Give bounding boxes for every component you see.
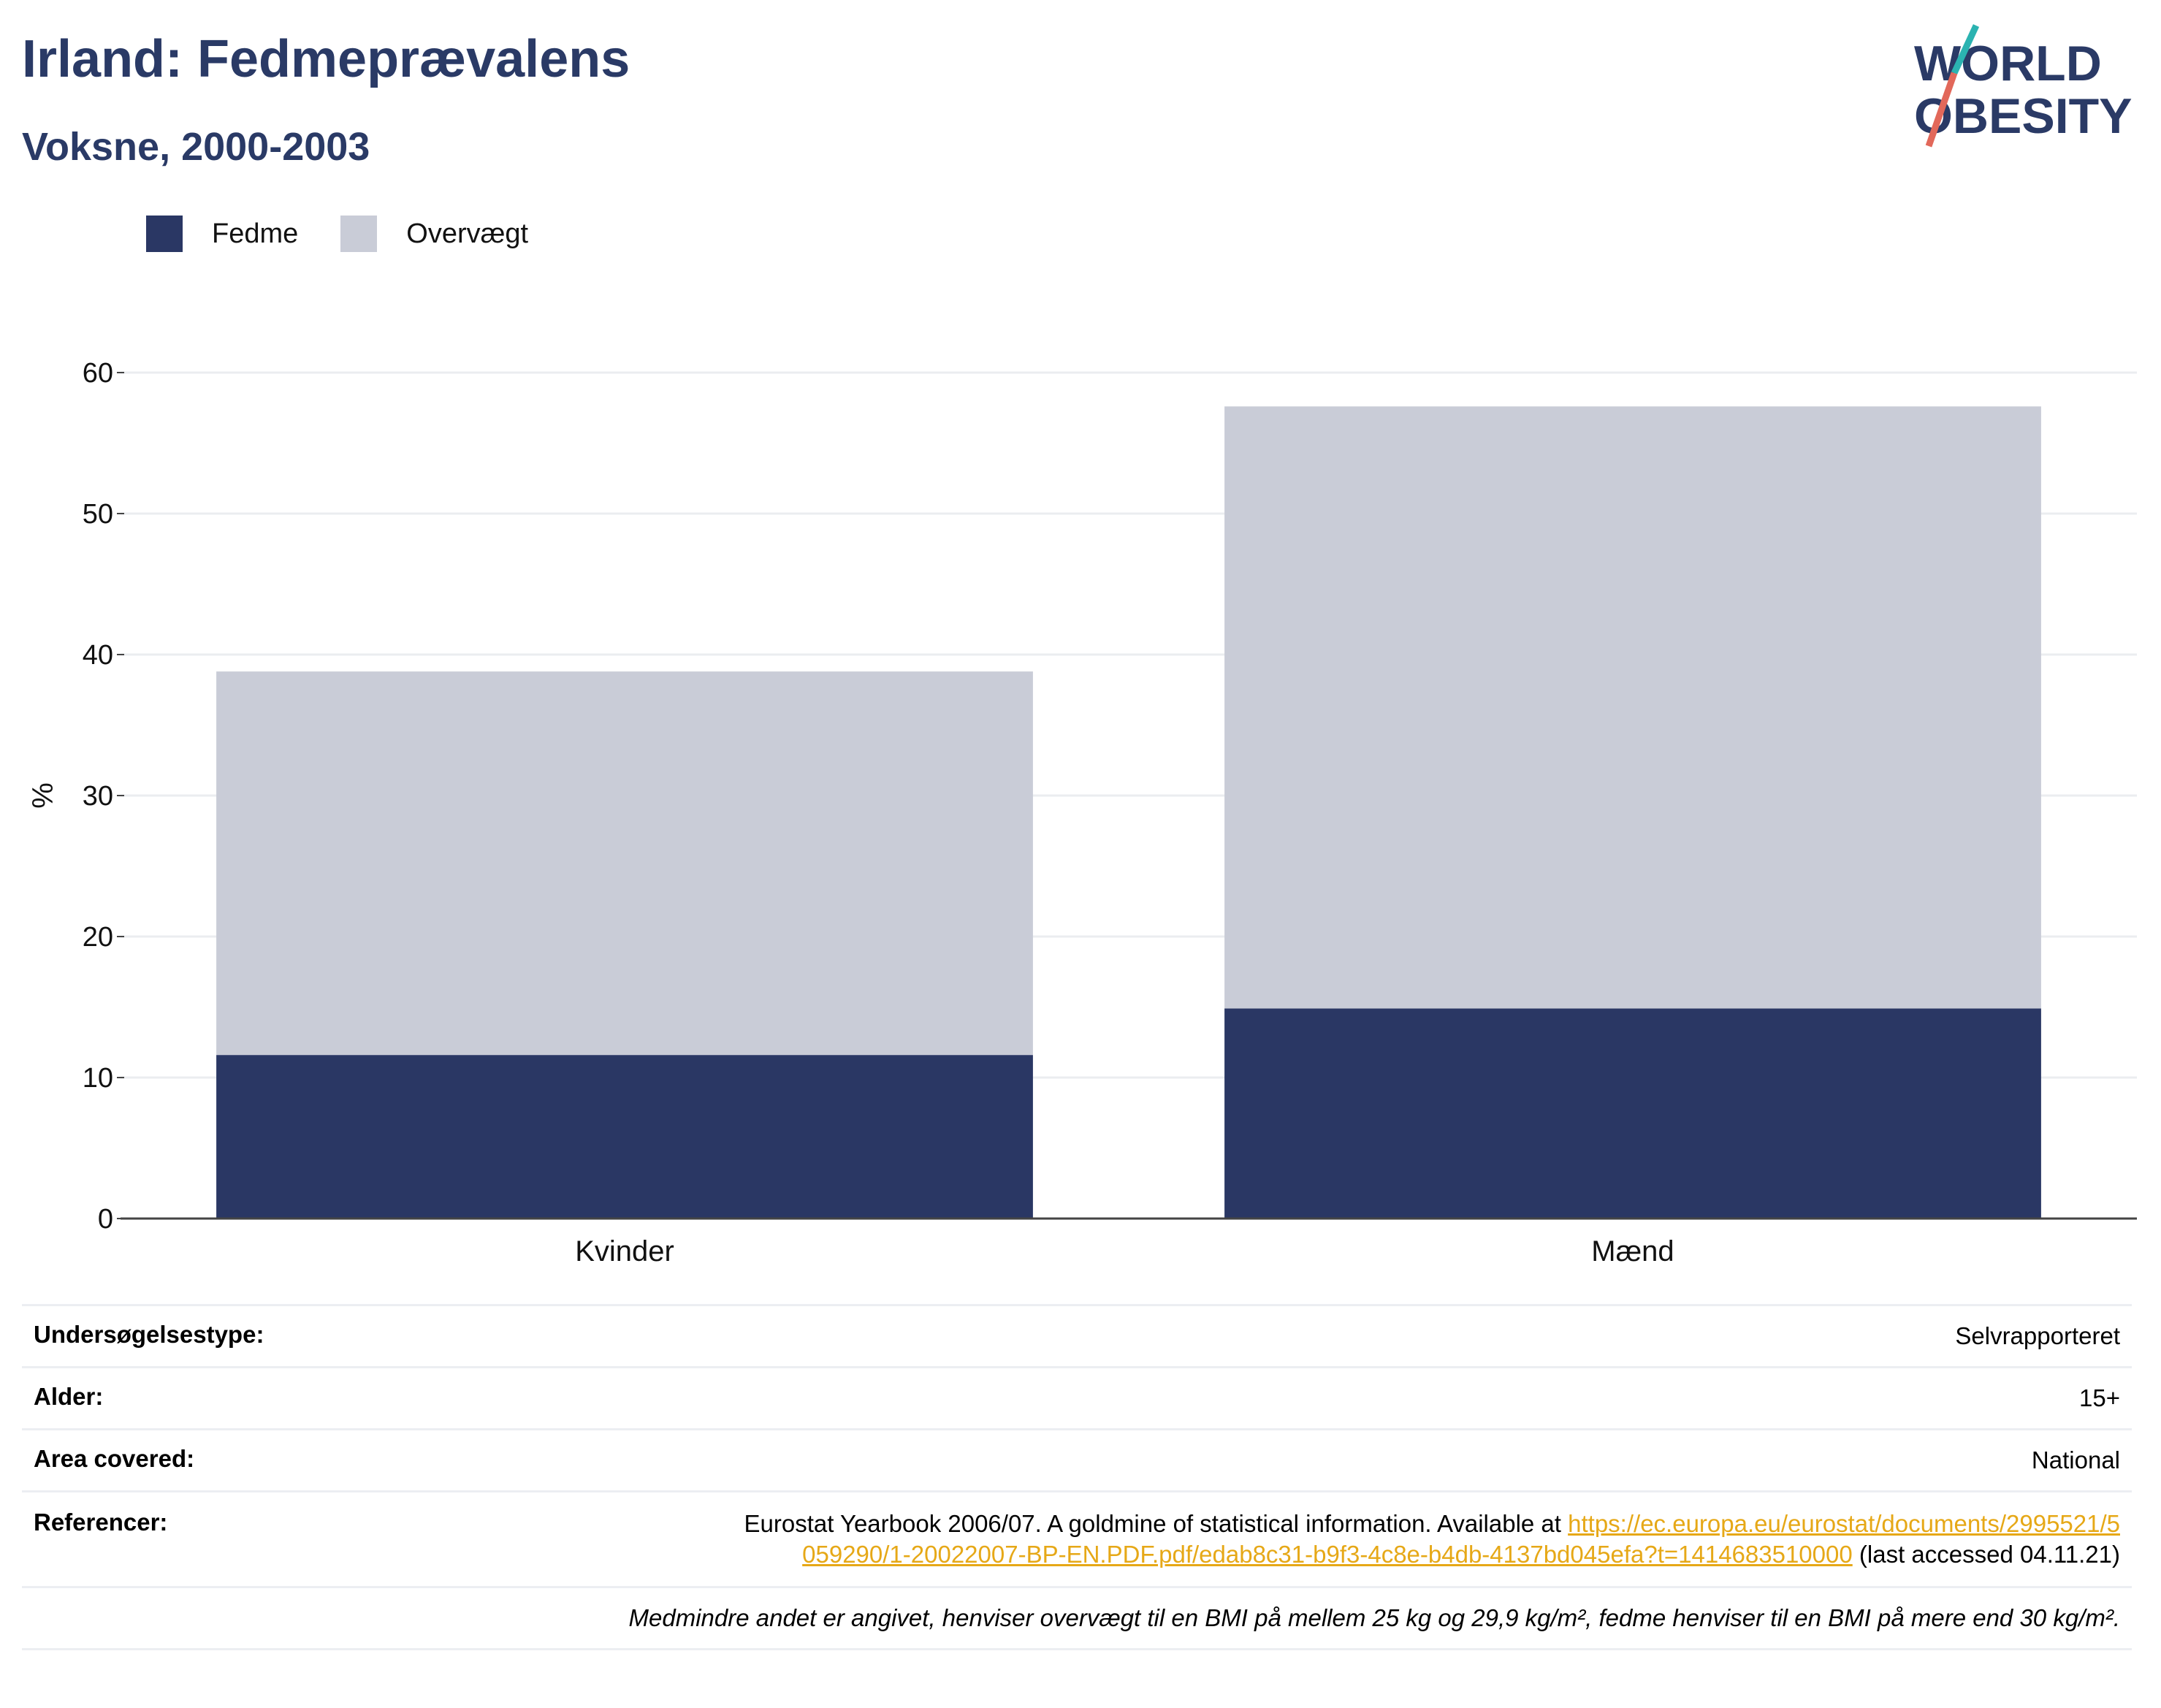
stacked-bar-chart: 0 10 20 30 40 50 60% Kvinder Mænd xyxy=(27,358,2137,1267)
survey-type-label: Undersøgelsestype: xyxy=(34,1321,264,1348)
references-text: Eurostat Yearbook 2006/07. A goldmine of… xyxy=(744,1510,1561,1537)
legend-item-overvaegt[interactable]: Overvægt xyxy=(340,216,528,252)
chart-subtitle: Voksne, 2000-2003 xyxy=(22,125,370,169)
meta-row-age: Alder: 15+ xyxy=(22,1366,2132,1428)
legend-label-fedme: Fedme xyxy=(212,218,299,249)
references-link[interactable]: https://ec.europa.eu/eurostat/documents/… xyxy=(802,1510,2120,1568)
references-suffix: (last accessed 04.11.21) xyxy=(1859,1541,2120,1568)
bar-overvaegt-0 xyxy=(216,671,1033,1056)
bar-overvaegt-1 xyxy=(1224,406,2041,1009)
meta-row-area: Area covered: National xyxy=(22,1428,2132,1490)
y-tick-label: 30 xyxy=(83,781,113,812)
age-value: 15+ xyxy=(2079,1384,2120,1411)
area-label: Area covered: xyxy=(34,1445,195,1472)
y-tick-label: 10 xyxy=(83,1063,113,1094)
logo-accent-coral xyxy=(1925,72,1958,148)
bar-fedme-1 xyxy=(1224,1008,2041,1219)
legend-label-overvaegt: Overvægt xyxy=(406,218,529,249)
legend-swatch-fedme xyxy=(146,216,183,252)
y-tick-label: 40 xyxy=(83,640,113,671)
legend-item-fedme[interactable]: Fedme xyxy=(146,216,298,252)
legend: Fedme Overvægt xyxy=(146,216,571,252)
age-label: Alder: xyxy=(34,1383,104,1410)
x-tick-label: Kvinder xyxy=(575,1235,674,1267)
metadata-table: Undersøgelsestype: Selvrapporteret Alder… xyxy=(22,1304,2132,1650)
y-tick-label: 0 xyxy=(98,1204,113,1235)
logo-accent-teal xyxy=(1951,24,1980,75)
references-label: Referencer: xyxy=(34,1509,168,1536)
legend-swatch-overvaegt xyxy=(340,216,378,252)
y-tick-label: 50 xyxy=(83,499,113,530)
references-value: Eurostat Yearbook 2006/07. A goldmine of… xyxy=(732,1509,2121,1570)
logo-line2: OBESITY xyxy=(1914,88,2133,144)
survey-type-value: Selvrapporteret xyxy=(1955,1322,2120,1349)
meta-row-note: Medmindre andet er angivet, henviser ove… xyxy=(22,1586,2132,1650)
chart-title: Irland: Fedmeprævalens xyxy=(22,30,630,88)
y-axis-label: % xyxy=(27,782,59,809)
bmi-note: Medmindre andet er angivet, henviser ove… xyxy=(628,1604,2120,1631)
y-tick-label: 20 xyxy=(83,922,113,953)
bar-fedme-0 xyxy=(216,1055,1033,1219)
area-value: National xyxy=(2031,1446,2120,1473)
meta-row-survey-type: Undersøgelsestype: Selvrapporteret xyxy=(22,1304,2132,1366)
world-obesity-logo: WORLD OBESITY xyxy=(1914,24,2133,148)
y-tick-label: 60 xyxy=(83,358,113,389)
x-tick-label: Mænd xyxy=(1591,1235,1674,1267)
logo-line1: WORLD xyxy=(1914,36,2102,91)
meta-row-references: Referencer: Eurostat Yearbook 2006/07. A… xyxy=(22,1490,2132,1586)
